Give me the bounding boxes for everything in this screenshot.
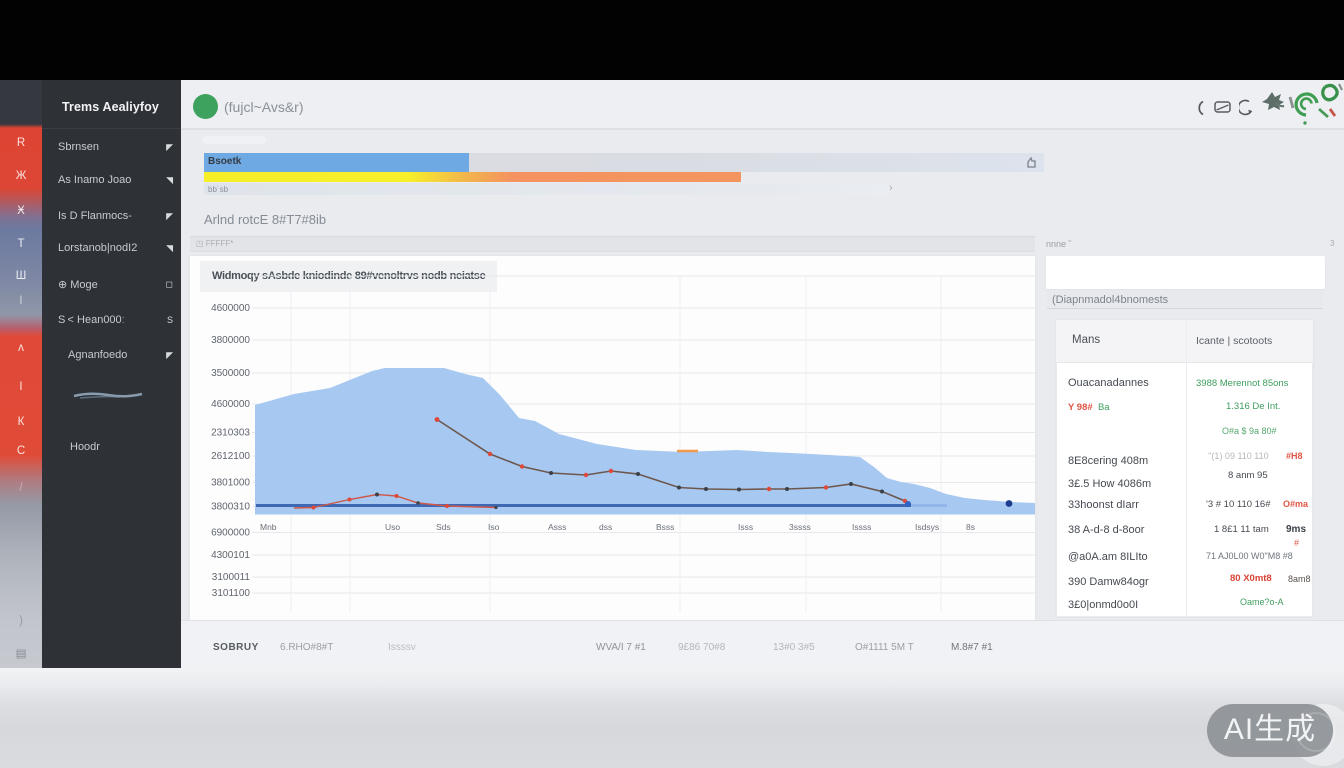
svg-text:3800310: 3800310 [211, 502, 250, 513]
svg-text:6900000: 6900000 [211, 528, 250, 539]
svg-text:3800000: 3800000 [211, 335, 250, 346]
svg-text:3801000: 3801000 [211, 478, 250, 489]
svg-text:Isss: Isss [738, 522, 753, 532]
svg-text:Uso: Uso [385, 522, 400, 532]
svg-text:Isdsys: Isdsys [915, 522, 939, 532]
svg-text:2612100: 2612100 [211, 451, 250, 462]
svg-text:dss: dss [599, 522, 612, 532]
svg-text:3500000: 3500000 [211, 368, 250, 379]
svg-text:8s: 8s [966, 522, 975, 532]
svg-text:3ssss: 3ssss [789, 522, 811, 532]
svg-text:Asss: Asss [548, 522, 566, 532]
svg-text:Mnb: Mnb [260, 522, 277, 532]
svg-text:3100011: 3100011 [212, 572, 251, 583]
svg-text:4300101: 4300101 [211, 550, 250, 561]
svg-text:4600000: 4600000 [211, 399, 250, 410]
svg-text:Bsss: Bsss [656, 522, 674, 532]
svg-text:Sds: Sds [436, 522, 451, 532]
svg-text:4600000: 4600000 [211, 303, 250, 314]
svg-text:2310303: 2310303 [211, 428, 250, 439]
svg-text:3101100: 3101100 [212, 588, 251, 599]
svg-text:Issss: Issss [852, 522, 871, 532]
svg-text:Iso: Iso [488, 522, 500, 532]
